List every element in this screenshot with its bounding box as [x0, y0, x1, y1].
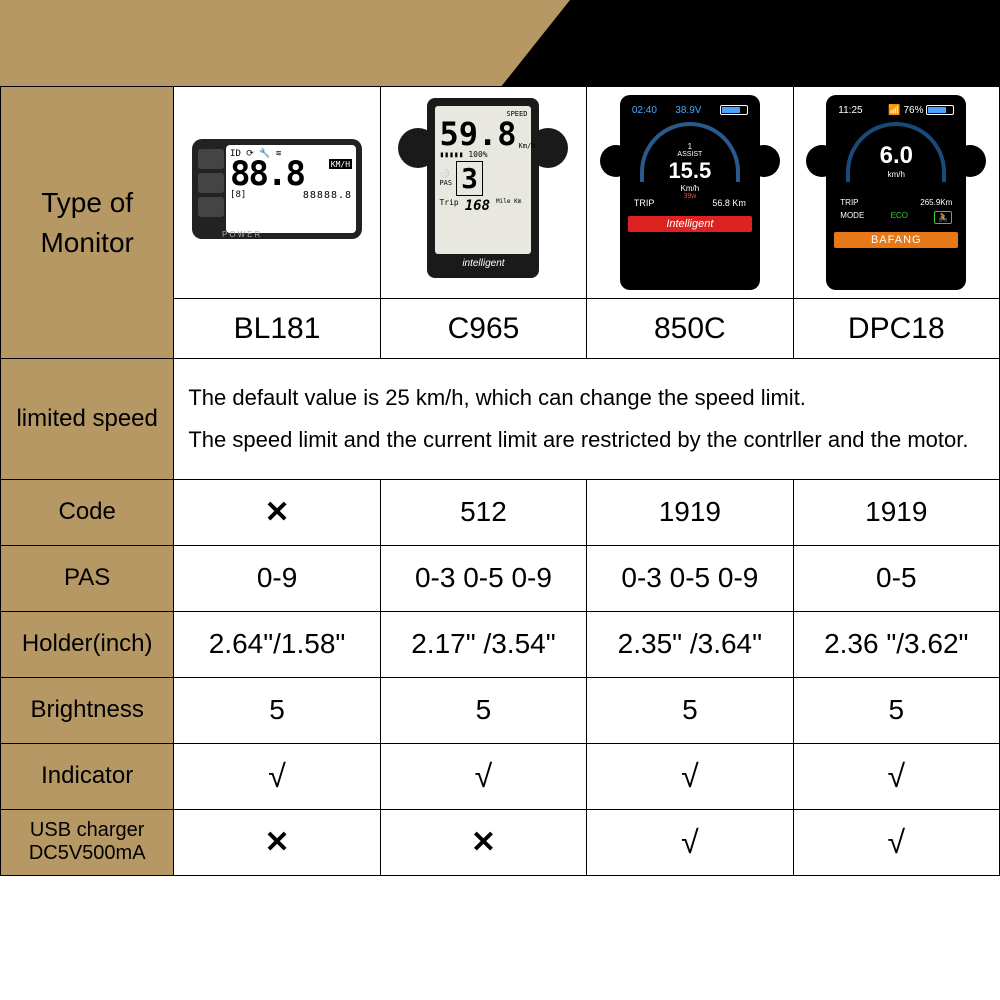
table-cell: 5	[380, 677, 586, 743]
table-cell: 2.35" /3.64"	[587, 611, 793, 677]
table-cell: ✕	[174, 479, 380, 545]
row-label: Holder(inch)	[1, 611, 174, 677]
row-label: limited speed	[1, 359, 174, 480]
top-banner	[0, 0, 1000, 86]
table-cell: √	[587, 809, 793, 875]
table-cell: 512	[380, 479, 586, 545]
table-cell: √	[174, 743, 380, 809]
limited-speed-text: The default value is 25 km/h, which can …	[174, 359, 1000, 480]
row-label: Indicator	[1, 743, 174, 809]
table-cell: √	[793, 809, 999, 875]
model-name: DPC18	[793, 299, 999, 359]
table-cell: ✕	[174, 809, 380, 875]
model-name: C965	[380, 299, 586, 359]
table-cell: 2.36 "/3.62"	[793, 611, 999, 677]
table-cell: 0-9	[174, 545, 380, 611]
banner-gold-shape	[0, 0, 570, 86]
monitor-bl181: ID ⟳ 🔧 ≋ 88.8 KM/H [8] 88888.8 POWER	[174, 87, 380, 299]
monitor-dpc18: 11:25 📶 76% 6.0 km/h TRIP 265.9Km	[793, 87, 999, 299]
table-cell: 0-5	[793, 545, 999, 611]
table-cell: √	[587, 743, 793, 809]
table-cell: 5	[793, 677, 999, 743]
row-label: Code	[1, 479, 174, 545]
monitor-c965: SPEED 59.8 Km/h ▮▮▮▮▮ 100% ⚪PAS 3 Trip	[380, 87, 586, 299]
table-cell: 1919	[793, 479, 999, 545]
row-label: USB charger DC5V500mA	[1, 809, 174, 875]
table-cell: ✕	[380, 809, 586, 875]
row-label-type: Type of Monitor	[1, 87, 174, 359]
table-cell: 2.64"/1.58"	[174, 611, 380, 677]
table-cell: 2.17" /3.54"	[380, 611, 586, 677]
table-cell: √	[380, 743, 586, 809]
monitor-850c: 02:40 38.9V 1 ASSIST 15.5 Km/h 39w	[587, 87, 793, 299]
table-cell: 0-3 0-5 0-9	[587, 545, 793, 611]
model-name: BL181	[174, 299, 380, 359]
row-label: PAS	[1, 545, 174, 611]
table-cell: √	[793, 743, 999, 809]
model-name: 850C	[587, 299, 793, 359]
table-cell: 1919	[587, 479, 793, 545]
banner-black-shape	[570, 0, 1000, 86]
table-cell: 0-3 0-5 0-9	[380, 545, 586, 611]
table-cell: 5	[587, 677, 793, 743]
comparison-table: Type of Monitor ID ⟳ 🔧 ≋ 88.8 KM/H [8] 8…	[0, 86, 1000, 876]
row-label: Brightness	[1, 677, 174, 743]
table-cell: 5	[174, 677, 380, 743]
